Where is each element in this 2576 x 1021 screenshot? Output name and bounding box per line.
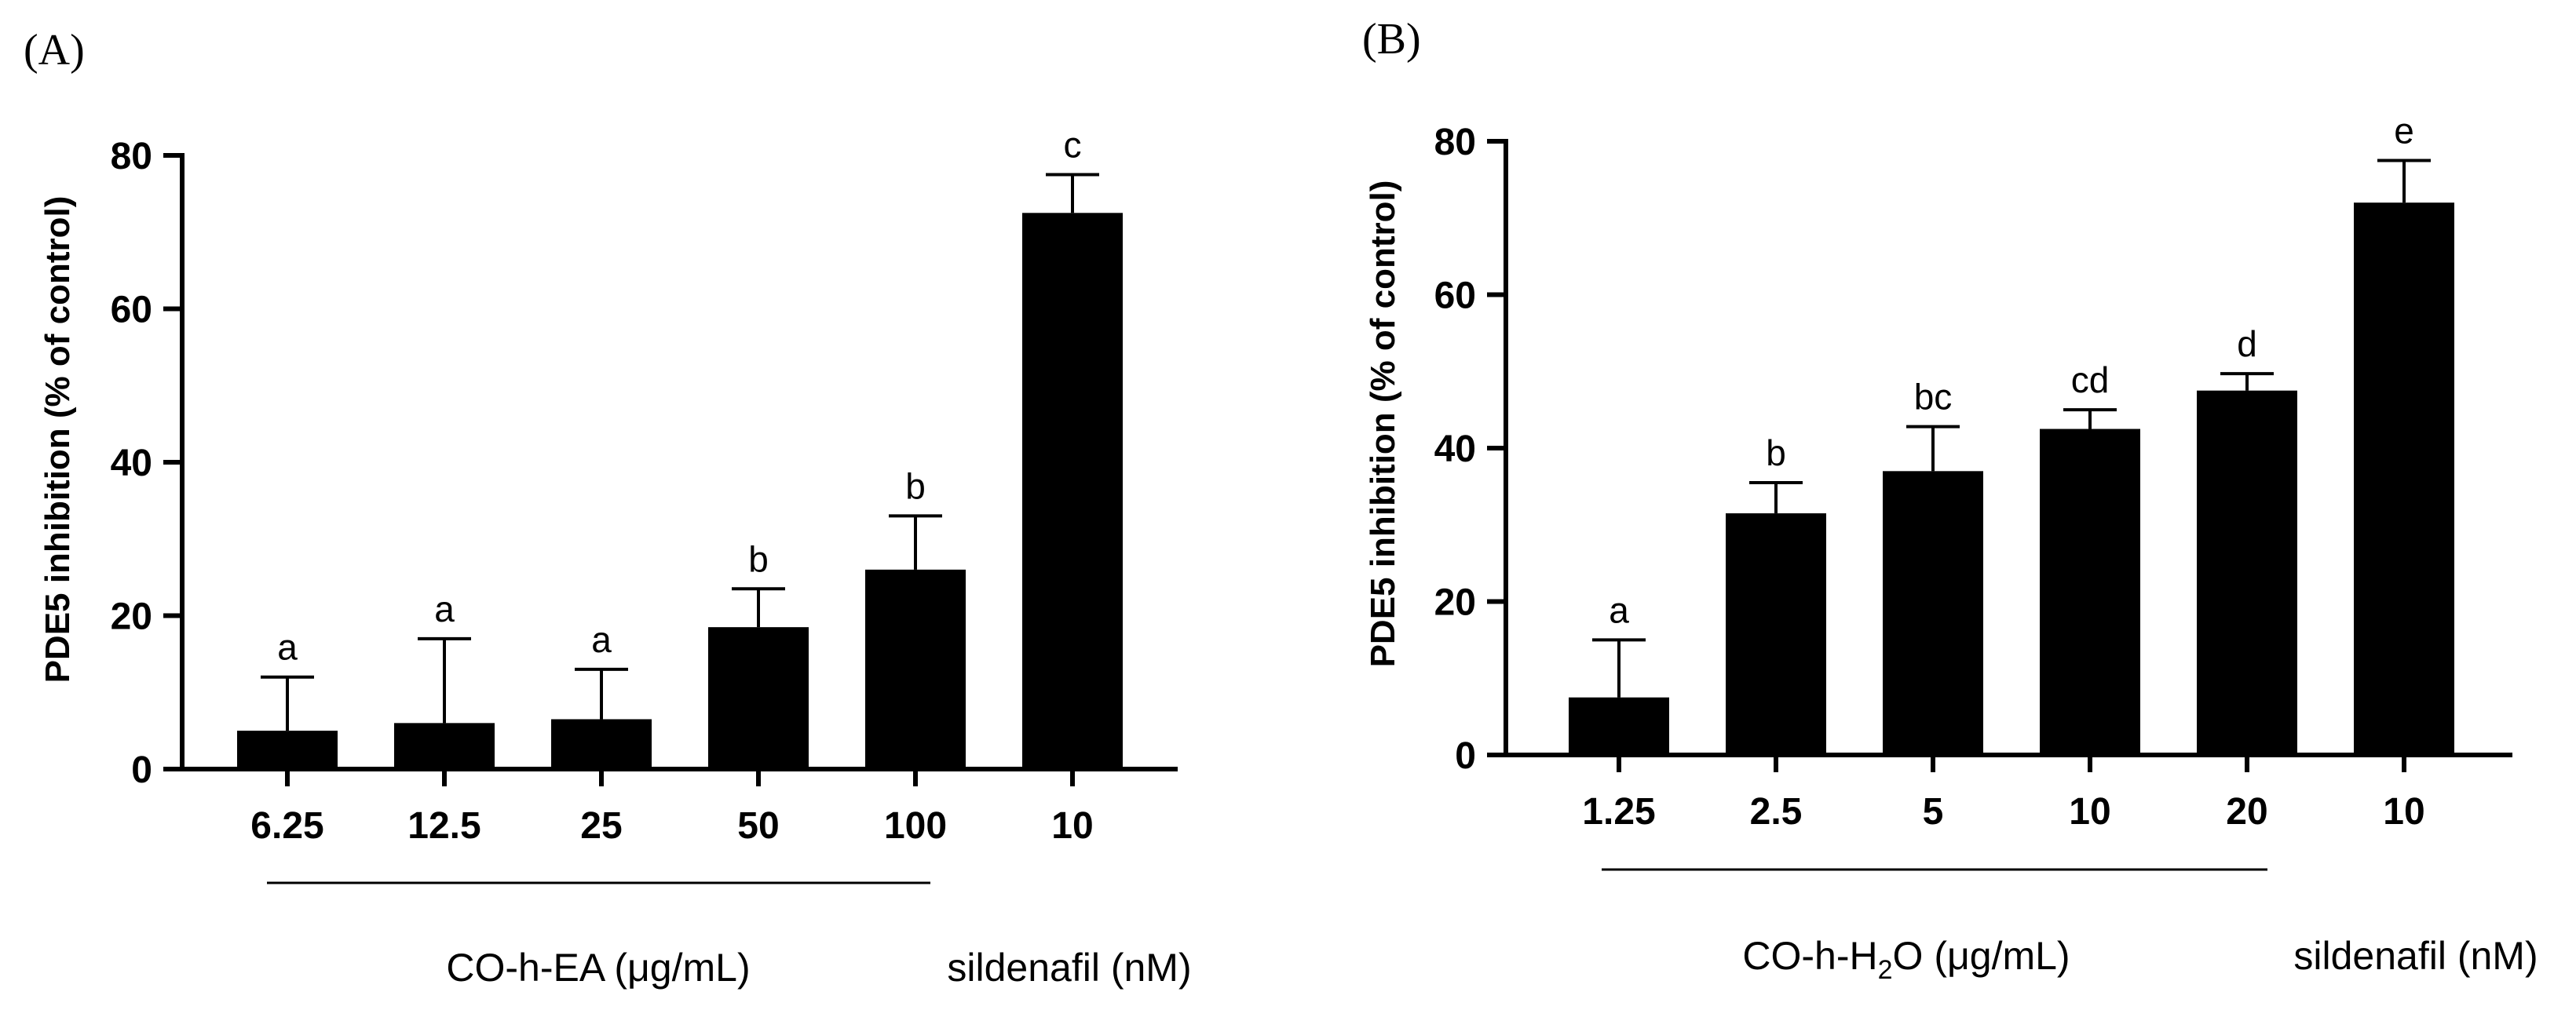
panel-b-bar-6 bbox=[2354, 202, 2454, 755]
panel-b-x-tick-label-2: 2.5 bbox=[1750, 791, 1803, 833]
panel-a-significance-5: b bbox=[905, 465, 926, 506]
panel-b-significance-5: d bbox=[2237, 323, 2257, 364]
panel-b-group-label-prefix: CO-h-H bbox=[1742, 934, 1877, 978]
panel-a-label: (A) bbox=[24, 26, 85, 75]
panel-a-y-axis-label: PDE5 inhibition (% of control) bbox=[38, 196, 77, 684]
panel-b-y-axis-label: PDE5 inhibition (% of control) bbox=[1364, 180, 1402, 668]
panel-a-y-tick-label-20: 20 bbox=[111, 596, 152, 638]
panel-a-y-tick-label-60: 60 bbox=[111, 290, 152, 331]
panel-b: (B) PDE5 inhibition (% of control) CO-h-… bbox=[1362, 15, 2538, 985]
panel-b-label: (B) bbox=[1362, 15, 1421, 64]
panel-b-control-label: sildenafil (nM) bbox=[2293, 934, 2538, 978]
panel-b-bar-2 bbox=[1726, 513, 1826, 755]
panel-b-x-tick-label-6: 10 bbox=[2383, 791, 2424, 833]
panel-b-plot: a 1.25 b 2.5 bc 5 cd 10 d 20 e 10 0 20 40 60 80 bbox=[1434, 110, 2512, 871]
panel-b-significance-3: bc bbox=[1914, 377, 1953, 418]
panel-a-group-label: CO-h-EA (μg/mL) bbox=[446, 946, 750, 990]
panel-a-y-tick-label-0: 0 bbox=[131, 749, 152, 791]
panel-b-bar-3 bbox=[1883, 471, 1983, 755]
panel-a-significance-4: b bbox=[748, 538, 769, 579]
panel-a-y-tick-label-80: 80 bbox=[111, 136, 152, 177]
panel-b-y-tick-label-60: 60 bbox=[1434, 275, 1476, 317]
panel-a-bar-4 bbox=[708, 627, 809, 769]
panel-a-x-tick-label-2: 12.5 bbox=[407, 805, 480, 847]
panel-b-x-tick-label-4: 10 bbox=[2069, 791, 2110, 833]
panel-b-y-tick-label-80: 80 bbox=[1434, 122, 1476, 163]
panel-a-x-tick-label-5: 100 bbox=[884, 805, 947, 847]
panel-b-group-label-suffix: O (μg/mL) bbox=[1893, 934, 2070, 978]
panel-b-significance-6: e bbox=[2394, 110, 2414, 151]
panel-b-bar-1 bbox=[1569, 697, 1669, 755]
panel-a-significance-3: a bbox=[591, 619, 612, 660]
panel-a-x-tick-label-1: 6.25 bbox=[250, 805, 323, 847]
panel-b-y-tick-label-40: 40 bbox=[1434, 428, 1476, 470]
panel-a-bar-1 bbox=[237, 731, 338, 769]
panel-b-significance-1: a bbox=[1609, 589, 1629, 630]
panel-b-x-tick-label-1: 1.25 bbox=[1582, 791, 1655, 833]
panel-b-y-tick-label-20: 20 bbox=[1434, 582, 1476, 624]
panel-a-significance-1: a bbox=[277, 627, 298, 668]
panel-b-bar-5 bbox=[2197, 390, 2297, 755]
panel-b-bar-4 bbox=[2040, 428, 2140, 755]
panel-b-group-label-subscript: 2 bbox=[1878, 955, 1893, 985]
panel-b-significance-4: cd bbox=[2071, 359, 2110, 400]
panel-a-bar-3 bbox=[551, 719, 652, 769]
panel-b-group-label: CO-h-H2O (μg/mL) bbox=[1742, 934, 2070, 985]
panel-a-significance-6: c bbox=[1064, 124, 1082, 165]
panel-a-x-tick-label-3: 25 bbox=[580, 805, 622, 847]
panel-b-x-tick-label-5: 20 bbox=[2226, 791, 2267, 833]
panel-a-y-tick-label-40: 40 bbox=[111, 443, 152, 484]
panel-a-x-tick-label-4: 50 bbox=[737, 805, 779, 847]
panel-a-bar-5 bbox=[865, 569, 966, 769]
panel-b-significance-2: b bbox=[1766, 432, 1786, 473]
panel-a-control-label: sildenafil (nM) bbox=[947, 946, 1191, 990]
panel-b-y-tick-label-0: 0 bbox=[1455, 735, 1476, 777]
panel-b-x-tick-label-3: 5 bbox=[1923, 791, 1944, 833]
panel-a-significance-2: a bbox=[434, 589, 455, 629]
panel-a-bar-2 bbox=[394, 723, 495, 769]
panel-a-x-tick-label-6: 10 bbox=[1051, 805, 1093, 847]
panel-a: (A) PDE5 inhibition (% of control) CO-h-… bbox=[24, 26, 1192, 990]
panel-a-bar-6 bbox=[1022, 213, 1123, 769]
